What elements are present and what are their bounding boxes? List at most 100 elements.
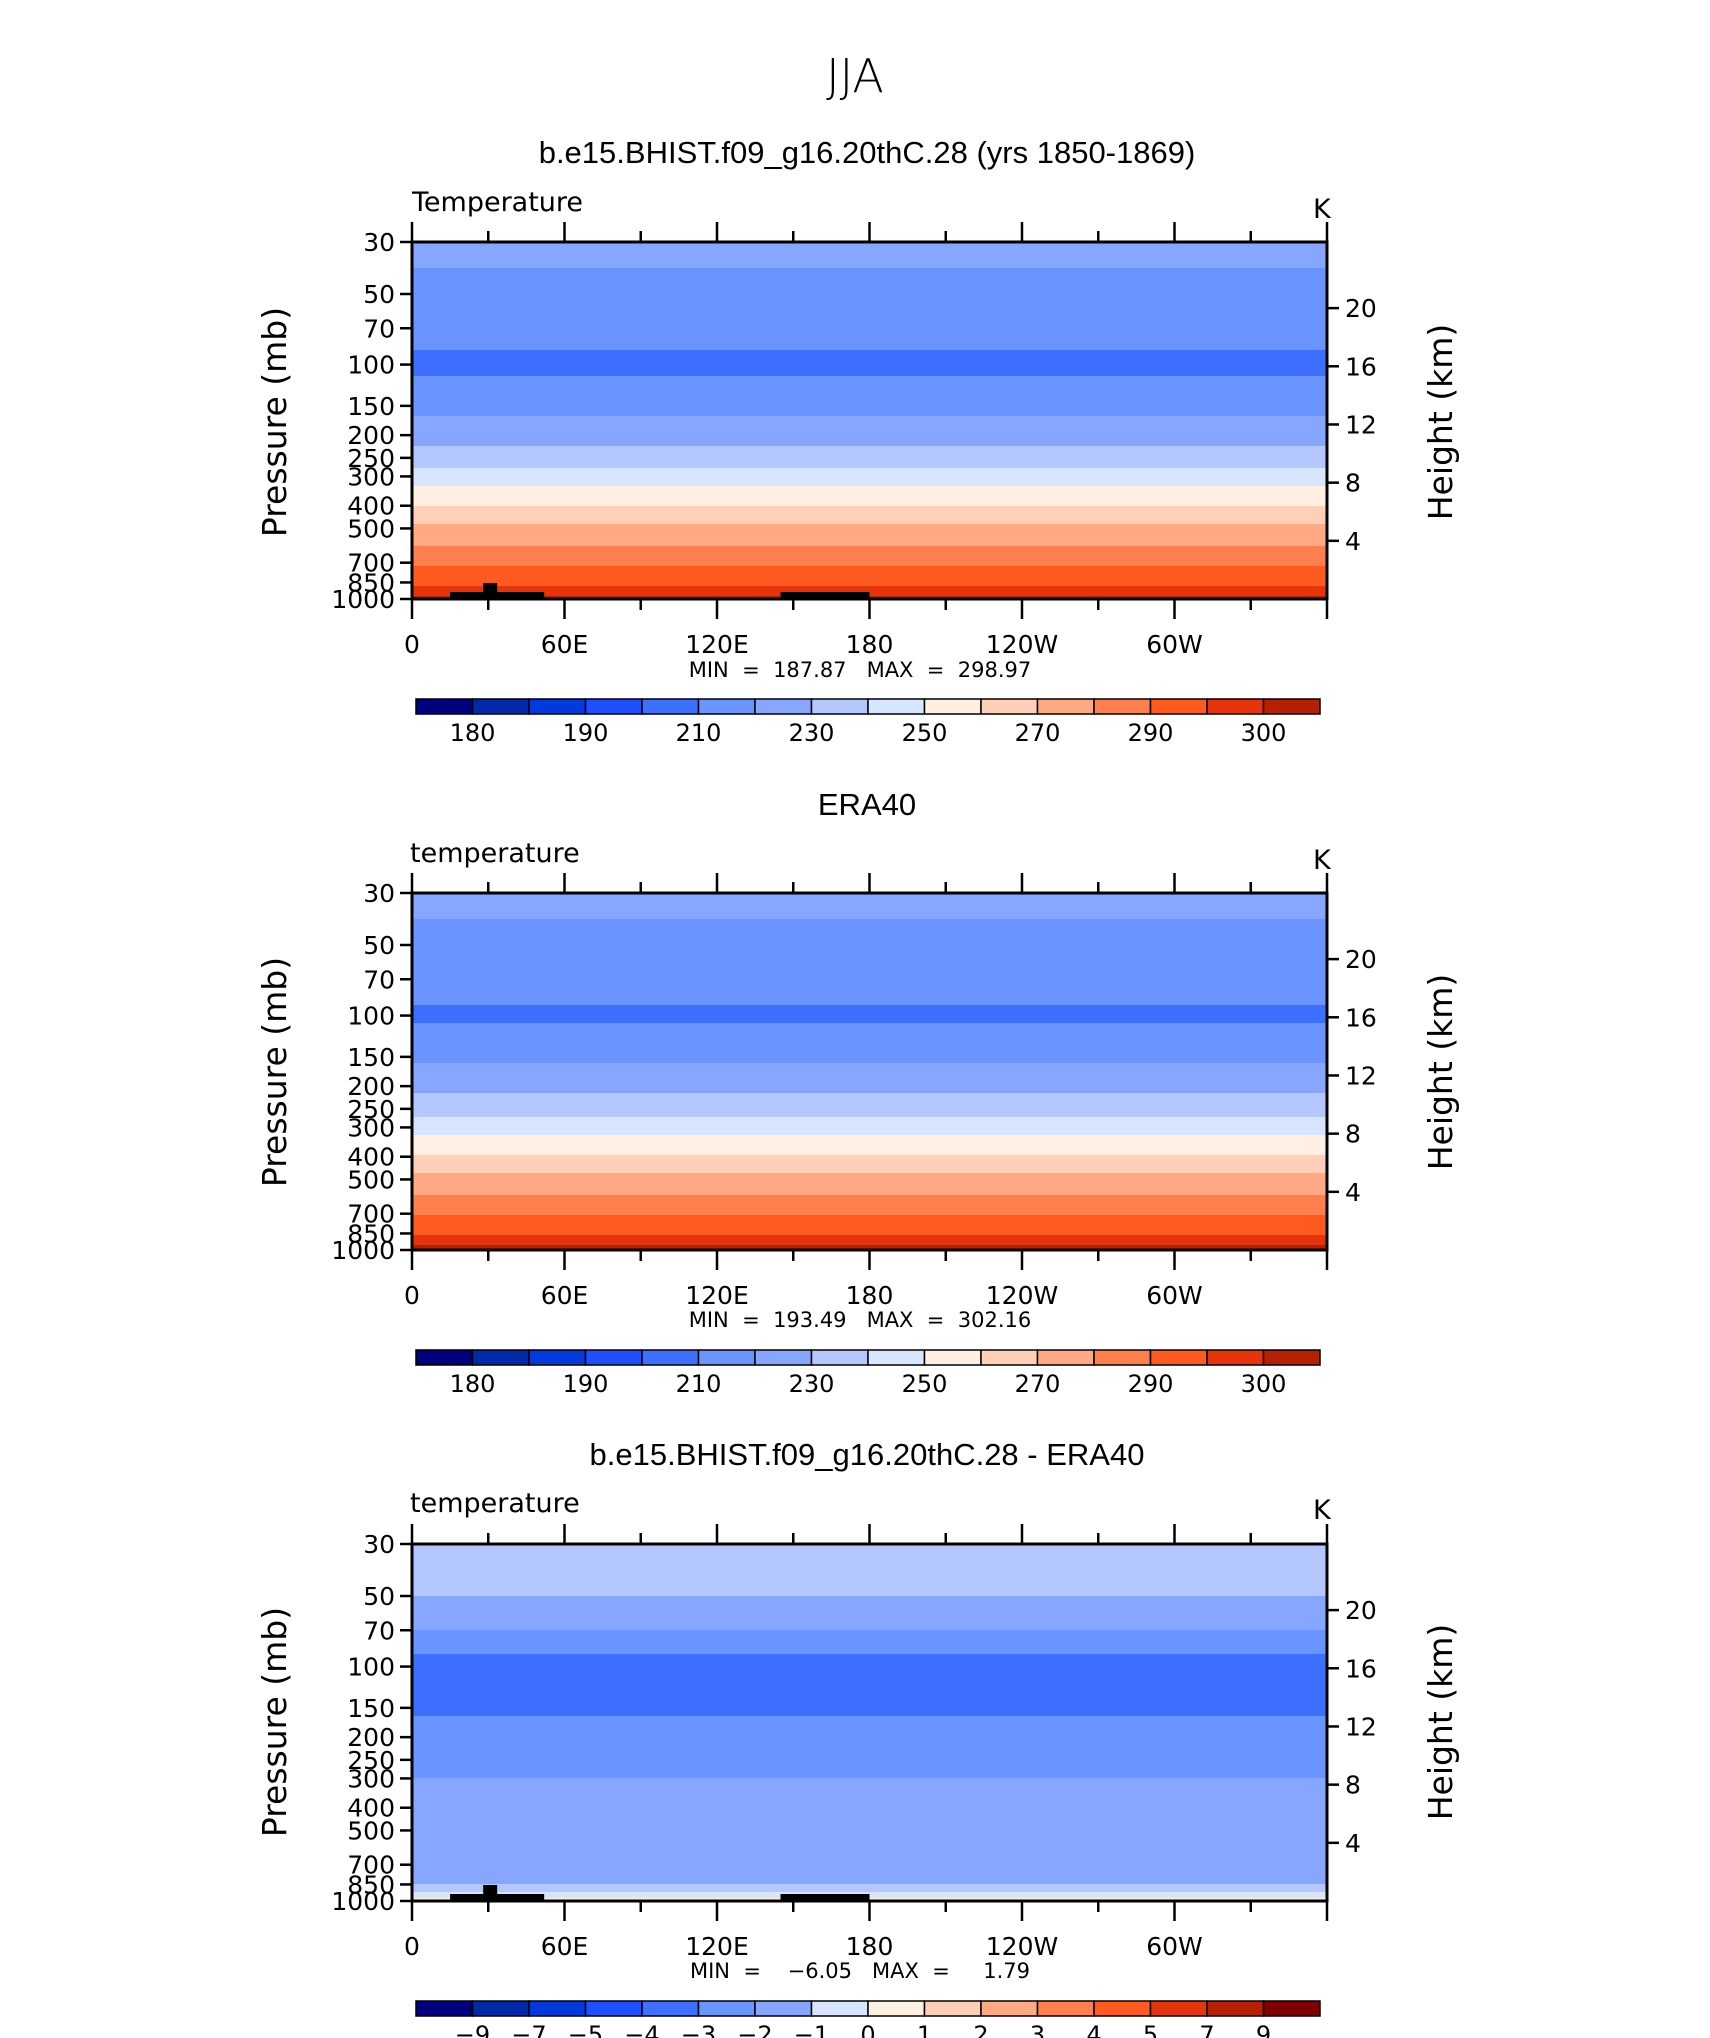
colorbar-swatch	[923, 1349, 982, 1366]
contour-band	[412, 1602, 1327, 1605]
y-tick-label: 200	[347, 1072, 395, 1101]
contour-band	[412, 244, 1327, 247]
contour-band	[412, 1546, 1327, 1549]
colorbar-label: 230	[789, 719, 835, 747]
contour-band	[412, 1215, 1327, 1218]
contour-band	[412, 1834, 1327, 1837]
y-tick-label: 150	[347, 392, 395, 421]
contour-band	[412, 1191, 1327, 1194]
contour-band	[412, 1556, 1327, 1559]
contour-band	[412, 282, 1327, 285]
colorbar-swatch	[754, 2000, 813, 2017]
contour-band	[412, 394, 1327, 397]
contour-band	[412, 1548, 1327, 1551]
contour-band	[412, 1828, 1327, 1831]
contour-band	[412, 572, 1327, 575]
contour-band	[412, 919, 1327, 922]
y-tick-label: 100	[347, 1653, 395, 1682]
contour-band	[412, 1804, 1327, 1807]
contour-band	[412, 1059, 1327, 1062]
contour-band	[412, 937, 1327, 940]
contour-band	[412, 272, 1327, 275]
contour-band	[412, 268, 1327, 271]
contour-band	[412, 963, 1327, 966]
contour-band	[412, 1844, 1327, 1847]
contour-band	[412, 498, 1327, 501]
contour-band	[412, 1239, 1327, 1242]
y-tick-label: 200	[347, 421, 395, 450]
contour-band	[412, 1760, 1327, 1763]
contour-band	[412, 504, 1327, 507]
contour-band	[412, 1746, 1327, 1749]
contour-band	[412, 1640, 1327, 1643]
y2-tick-label: 12	[1345, 1712, 1377, 1741]
contour-band	[412, 574, 1327, 577]
contour-band	[412, 897, 1327, 900]
contour-band	[412, 338, 1327, 341]
min-max-stats: MIN = 193.49 MAX = 302.16	[689, 1308, 1031, 1332]
contour-band	[412, 1009, 1327, 1012]
contour-band	[412, 1880, 1327, 1883]
contour-band	[412, 1752, 1327, 1755]
contour-band	[412, 1674, 1327, 1677]
contour-band	[412, 270, 1327, 273]
contour-band	[412, 1850, 1327, 1853]
contour-band	[412, 981, 1327, 984]
contour-band	[412, 1866, 1327, 1869]
contour-band	[412, 1135, 1327, 1138]
contour-band	[412, 544, 1327, 547]
contour-band	[412, 1247, 1327, 1250]
contour-band	[412, 1145, 1327, 1148]
y-tick-label: 200	[347, 1723, 395, 1752]
contour-band	[412, 1716, 1327, 1719]
contour-band	[412, 262, 1327, 265]
y-tick-label: 500	[347, 1165, 395, 1194]
contour-band	[412, 1049, 1327, 1052]
contour-band	[412, 542, 1327, 545]
contour-band	[412, 977, 1327, 980]
colorbar-swatch	[528, 2000, 587, 2017]
contour-band	[412, 1628, 1327, 1631]
y-tick-label: 300	[347, 1764, 395, 1793]
contour-band	[412, 1143, 1327, 1146]
contour-band	[412, 1051, 1327, 1054]
colorbar-swatch	[471, 698, 530, 715]
contour-band	[412, 1219, 1327, 1222]
contour-band	[412, 1203, 1327, 1206]
y-tick-label: 50	[363, 931, 395, 960]
colorbar-swatch	[867, 1349, 926, 1366]
contour-band	[412, 1882, 1327, 1885]
contour-band	[412, 1736, 1327, 1739]
colorbar-label: 1	[917, 2021, 932, 2038]
contour-band	[412, 494, 1327, 497]
colorbar-label: 190	[563, 1370, 609, 1398]
colorbar-swatch	[697, 2000, 756, 2017]
contour-band	[412, 1884, 1327, 1887]
colorbar-label: −9	[455, 2021, 490, 2038]
contour-band	[412, 318, 1327, 321]
panel-1: b.e15.BHIST.f09_g16.20thC.28 (yrs 1850-1…	[255, 135, 1460, 747]
contour-band	[412, 1019, 1327, 1022]
contour-band	[412, 1183, 1327, 1186]
colorbar-swatch	[923, 2000, 982, 2017]
contour-band	[412, 336, 1327, 339]
contour-band	[412, 516, 1327, 519]
contour-band	[412, 1670, 1327, 1673]
contour-band	[412, 520, 1327, 523]
contour-band	[412, 1710, 1327, 1713]
contour-band	[412, 1221, 1327, 1224]
colorbar-swatch	[641, 2000, 700, 2017]
contour-band	[412, 1107, 1327, 1110]
contour-band	[412, 334, 1327, 337]
contour-band	[412, 1712, 1327, 1715]
contour-band	[412, 314, 1327, 317]
contour-band	[412, 1774, 1327, 1777]
contour-band	[412, 1660, 1327, 1663]
contour-band	[412, 404, 1327, 407]
contour-band	[412, 1652, 1327, 1655]
contour-band	[412, 1137, 1327, 1140]
y-tick-label: 400	[347, 1794, 395, 1823]
contour-band	[412, 1796, 1327, 1799]
contour-band	[412, 935, 1327, 938]
contour-band	[412, 1778, 1327, 1781]
